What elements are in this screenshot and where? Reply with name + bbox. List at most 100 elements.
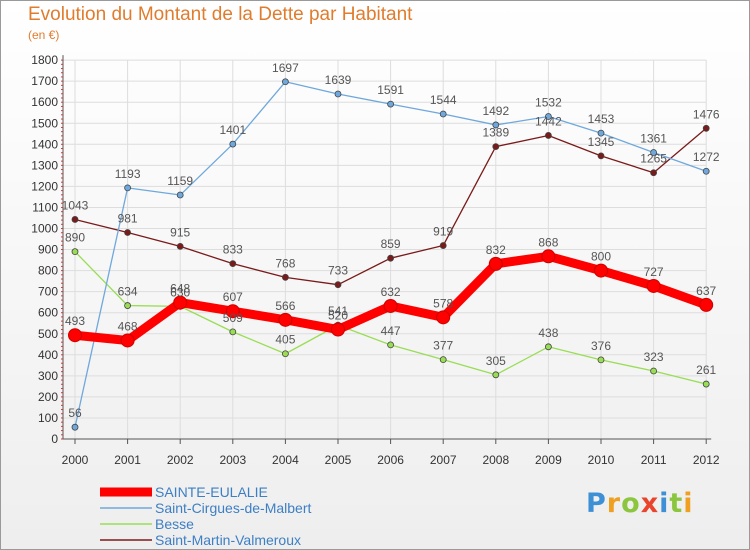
data-point — [594, 263, 608, 278]
data-label: 637 — [696, 284, 716, 298]
data-label: 1272 — [693, 150, 720, 164]
legend-label: SAINTE-EULALIE — [155, 484, 268, 500]
data-point — [646, 278, 661, 293]
data-point — [281, 350, 289, 358]
x-tick-label: 2011 — [641, 453, 667, 467]
logo-letter: i — [683, 488, 694, 519]
y-tick-label: 800 — [38, 264, 58, 278]
data-label: 1389 — [482, 126, 509, 140]
data-point — [492, 371, 500, 379]
data-label: 509 — [223, 311, 243, 325]
data-label: 405 — [275, 333, 295, 347]
y-tick-label: 400 — [38, 348, 58, 362]
data-label: 376 — [591, 339, 611, 353]
y-tick-label: 500 — [38, 327, 58, 341]
data-label: 468 — [118, 319, 138, 333]
data-point — [597, 356, 605, 364]
data-label: 1442 — [535, 114, 562, 128]
data-label: 859 — [381, 237, 401, 251]
data-point — [176, 191, 184, 199]
data-label: 566 — [275, 299, 295, 313]
data-label: 520 — [328, 309, 348, 323]
data-point — [278, 312, 293, 327]
axes: 0 100 200 300 400 500 600 700 800 900 1000 1100 1200… — [31, 53, 720, 467]
series-layer — [68, 78, 714, 431]
logo-letter: P — [586, 488, 607, 519]
data-point — [702, 167, 710, 175]
data-point — [650, 169, 657, 177]
x-tick-label: 2002 — [167, 453, 194, 467]
y-tick-label: 600 — [38, 306, 58, 320]
legend: SAINTE-EULALIESaint-Cirgues-de-MalbertBe… — [100, 484, 312, 548]
data-point — [439, 110, 447, 118]
data-point — [281, 273, 289, 281]
logo-letter: o — [621, 488, 641, 519]
data-point — [545, 132, 552, 139]
data-label: 868 — [538, 235, 558, 249]
x-tick-label: 2012 — [693, 453, 720, 467]
x-tick-label: 2003 — [219, 453, 246, 467]
proxiti-logo: Proxiti — [586, 488, 694, 519]
data-point — [699, 297, 714, 312]
data-point — [229, 260, 237, 268]
y-tick-label: 1200 — [31, 179, 58, 193]
data-labels: 493 468 648 607 566 520 632 578 832 868 800 727 637 5… — [62, 61, 720, 420]
x-tick-label: 2010 — [588, 453, 615, 467]
data-point — [225, 304, 240, 319]
data-point — [229, 140, 237, 148]
data-label: 832 — [486, 243, 506, 257]
logo-letter: i — [659, 488, 670, 519]
y-tick-label: 900 — [38, 243, 58, 257]
data-point — [173, 295, 188, 310]
data-label: 1193 — [115, 167, 141, 181]
legend-label: Saint-Martin-Valmeroux — [155, 532, 301, 548]
data-label: 493 — [65, 314, 85, 328]
data-point — [124, 229, 131, 236]
data-label: 981 — [118, 211, 138, 225]
data-point — [439, 242, 447, 249]
data-label: 768 — [275, 256, 295, 270]
data-point — [71, 216, 79, 223]
chart-title: Evolution du Montant de la Dette par Hab… — [28, 4, 413, 25]
data-label: 833 — [223, 243, 243, 257]
data-label: 578 — [433, 296, 453, 310]
y-tick-label: 1500 — [31, 116, 58, 130]
y-tick-label: 300 — [38, 369, 58, 383]
data-point — [124, 302, 131, 309]
data-label: 56 — [68, 406, 82, 420]
data-label: 919 — [433, 225, 453, 239]
data-point — [334, 281, 342, 289]
data-label: 1361 — [640, 132, 667, 146]
data-point — [492, 121, 500, 129]
y-tick-label: 700 — [38, 285, 58, 299]
x-tick-label: 2004 — [272, 453, 299, 467]
data-point — [436, 310, 451, 325]
data-point — [597, 129, 605, 137]
data-label: 648 — [170, 282, 190, 296]
data-label: 890 — [65, 231, 85, 245]
data-label: 438 — [538, 326, 558, 340]
y-tick-label: 0 — [51, 432, 58, 446]
data-label: 541 — [328, 304, 348, 318]
data-point — [71, 423, 79, 431]
y-tick-label: 1400 — [31, 137, 58, 151]
data-label: 1401 — [219, 123, 246, 137]
data-point — [176, 242, 184, 250]
logo-letter: r — [606, 488, 622, 519]
data-label: 323 — [644, 350, 664, 364]
data-label: 915 — [170, 225, 190, 239]
data-label: 261 — [696, 363, 716, 377]
x-tick-label: 2006 — [377, 453, 404, 467]
data-label: 727 — [644, 265, 664, 279]
data-label: 1265 — [640, 152, 667, 166]
data-label: 1697 — [272, 61, 299, 75]
y-tick-label: 200 — [38, 390, 58, 404]
data-point — [650, 149, 657, 156]
data-point — [331, 322, 345, 337]
data-point — [492, 143, 500, 151]
data-point — [387, 100, 395, 108]
data-label: 447 — [381, 324, 401, 338]
y-tick-label: 1000 — [31, 222, 58, 236]
data-point — [68, 328, 82, 343]
